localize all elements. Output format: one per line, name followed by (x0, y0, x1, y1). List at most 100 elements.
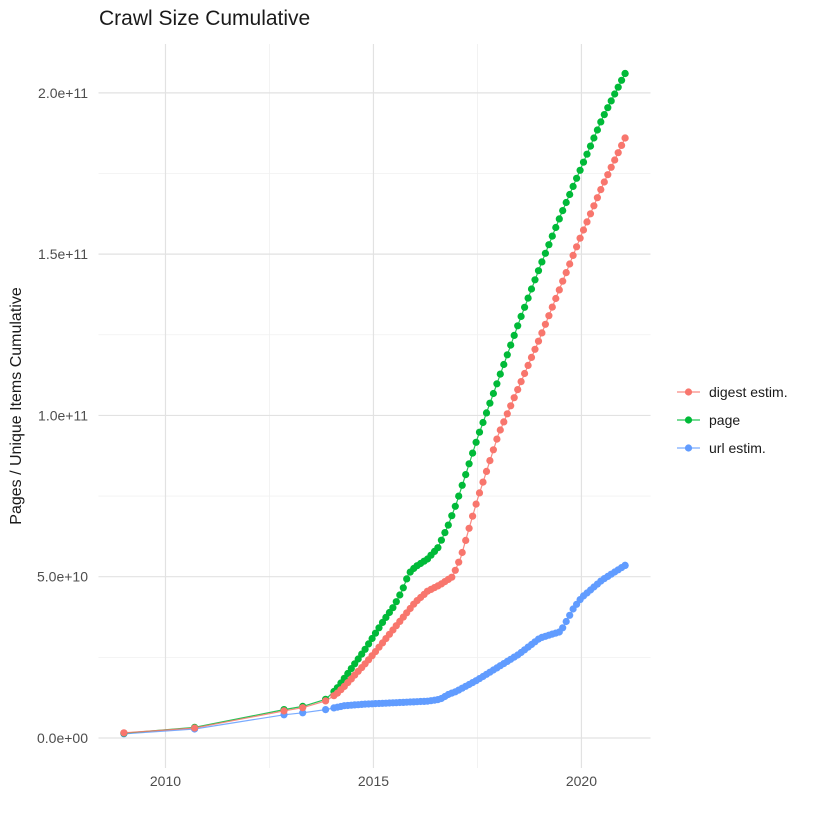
legend-key-dot-url-estim (684, 444, 693, 452)
data-point-page (538, 258, 546, 266)
data-point-digest-estim (503, 410, 511, 418)
data-series-layer (120, 69, 629, 738)
data-point-digest-estim (552, 294, 560, 303)
data-point-page (559, 207, 567, 215)
legend: digest estim. page url estim. (677, 384, 788, 456)
data-point-page (444, 521, 452, 529)
data-point-digest-estim (593, 194, 602, 202)
data-point-page (555, 215, 563, 223)
data-point-digest-estim (482, 467, 491, 475)
data-point-page (541, 249, 550, 257)
data-point-digest-estim (566, 260, 574, 268)
data-point-url-estim (562, 617, 570, 626)
data-point-digest-estim (545, 312, 553, 320)
data-point-page (479, 418, 487, 427)
data-point-digest-estim (611, 156, 619, 164)
data-point-digest-estim (475, 489, 484, 497)
data-point-page (621, 69, 629, 78)
data-point-page (517, 312, 525, 320)
data-point-page (371, 629, 380, 637)
data-point-page (448, 512, 456, 520)
series-url-estim (120, 561, 629, 738)
data-point-digest-estim (531, 345, 539, 353)
data-point-url-estim (322, 706, 330, 714)
data-point-page (462, 471, 470, 479)
data-point-digest-estim (493, 435, 501, 443)
data-point-digest-estim (607, 163, 615, 171)
x-axis-tick-label: 2010 (150, 773, 181, 789)
data-point-digest-estim (559, 277, 567, 285)
data-point-page (455, 492, 463, 500)
data-point-digest-estim (496, 426, 504, 434)
data-point-digest-estim (583, 218, 591, 226)
data-point-page (614, 83, 622, 91)
data-point-digest-estim (527, 353, 536, 361)
data-point-digest-estim (486, 457, 494, 465)
data-point-digest-estim (579, 226, 588, 234)
y-axis-tick-label: 1.0e+11 (38, 407, 88, 423)
data-point-page (545, 241, 553, 249)
data-point-digest-estim (472, 500, 480, 508)
data-point-page (576, 166, 584, 174)
data-point-digest-estim (614, 149, 622, 157)
data-point-digest-estim (586, 210, 595, 218)
data-point-digest-estim (191, 724, 199, 732)
data-point-digest-estim (555, 286, 563, 294)
data-point-page (597, 118, 605, 126)
data-point-page (531, 276, 539, 284)
data-point-page (510, 331, 518, 339)
data-point-page (562, 198, 570, 207)
data-point-digest-estim (573, 243, 581, 251)
data-point-page (590, 134, 598, 142)
data-point-page (441, 529, 449, 537)
data-point-page (566, 190, 574, 199)
data-point-page (493, 380, 501, 388)
data-point-digest-estim (280, 707, 288, 715)
data-point-digest-estim (576, 234, 584, 242)
data-point-page (437, 536, 445, 544)
data-point-page (361, 645, 369, 653)
data-point-digest-estim (489, 446, 497, 454)
data-point-page (521, 303, 529, 311)
data-point-digest-estim (548, 303, 556, 311)
y-axis-tick-label: 2.0e+11 (38, 85, 88, 101)
data-point-page (399, 584, 407, 592)
legend-key-dot-page (684, 416, 693, 424)
data-point-digest-estim (597, 186, 605, 194)
data-point-digest-estim (458, 548, 466, 557)
data-point-digest-estim (562, 269, 570, 277)
data-point-digest-estim (322, 697, 330, 705)
y-axis-tick-label: 0.0e+00 (37, 730, 88, 746)
data-point-page (573, 174, 581, 182)
data-point-page (503, 351, 511, 359)
data-point-digest-estim (524, 361, 532, 369)
data-point-digest-estim (479, 478, 487, 486)
data-point-page (607, 97, 615, 105)
y-axis-title: Pages / Unique Items Cumulative (8, 287, 25, 525)
data-point-digest-estim (500, 418, 508, 426)
data-point-page (569, 182, 577, 190)
data-point-page (600, 111, 608, 119)
data-point-digest-estim (534, 337, 543, 345)
legend-item-url-estim: url estim. (677, 440, 766, 456)
legend-label-digest-estim: digest estim. (709, 384, 788, 400)
data-point-page (375, 624, 383, 632)
x-axis-tick-label: 2020 (566, 773, 597, 789)
data-point-page (475, 428, 484, 436)
data-point-page (611, 90, 619, 98)
data-point-digest-estim (604, 171, 612, 179)
data-point-digest-estim (455, 558, 463, 566)
data-point-page (403, 575, 411, 583)
legend-key-dot-digest-estim (684, 388, 693, 396)
data-point-digest-estim (538, 329, 546, 337)
data-point-page (451, 502, 459, 510)
data-point-digest-estim (462, 536, 470, 545)
data-point-digest-estim (600, 178, 608, 186)
data-point-digest-estim (618, 141, 626, 149)
data-point-page (472, 438, 480, 446)
data-point-page (604, 104, 612, 112)
legend-label-page: page (709, 412, 740, 428)
